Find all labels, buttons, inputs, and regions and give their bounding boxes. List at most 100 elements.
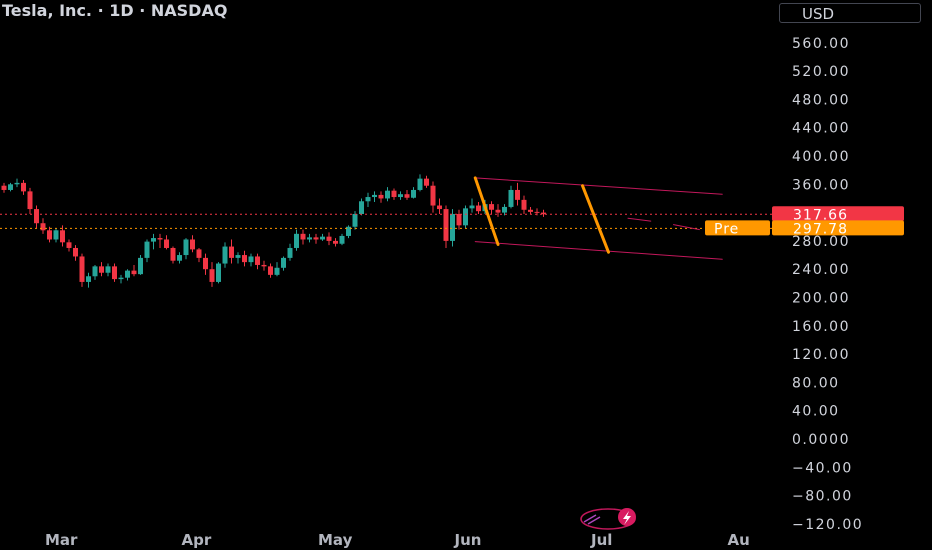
candle-body [430, 185, 436, 206]
logo-speed-lines [583, 514, 601, 525]
candle [164, 235, 169, 250]
candle [281, 256, 286, 271]
symbol-name: Tesla, Inc. [2, 1, 92, 20]
candle-body [157, 238, 163, 240]
x-tick-label: Jun [454, 531, 482, 549]
candle [424, 175, 429, 188]
candle-body [268, 266, 273, 275]
candle [515, 182, 520, 206]
candle [508, 185, 514, 209]
candle-body [437, 205, 442, 210]
candle [365, 192, 371, 207]
candle [378, 191, 384, 203]
candle [99, 262, 104, 277]
candle [40, 218, 46, 234]
symbol-title[interactable]: Tesla, Inc. · 1D · NASDAQ [2, 1, 227, 20]
candle-body [112, 266, 117, 280]
candle-body [463, 208, 468, 226]
candle [521, 195, 527, 215]
candle [170, 246, 176, 264]
candle [86, 272, 91, 288]
interval-label: 1D [109, 1, 134, 20]
candle-body [320, 236, 325, 240]
x-tick-label: May [318, 531, 353, 549]
candle [8, 182, 13, 192]
candle-body [326, 236, 332, 241]
candle [144, 239, 150, 263]
candle [34, 205, 39, 229]
candle-body [300, 233, 306, 240]
candle-body [469, 205, 475, 209]
currency-button[interactable]: USD [779, 3, 921, 23]
candle [14, 178, 20, 188]
candle [294, 229, 299, 251]
y-axis[interactable]: 560.00520.00480.00440.00400.00360.00320.… [792, 36, 863, 533]
candle-body [131, 270, 137, 275]
exchange-label: NASDAQ [150, 1, 228, 20]
candle-body [287, 247, 293, 258]
candle [105, 263, 111, 277]
arrow-line [581, 184, 610, 254]
candle [469, 198, 475, 213]
candle [112, 263, 117, 282]
candle [60, 225, 65, 247]
candle-body [53, 230, 59, 240]
candle-body [372, 194, 377, 198]
candle [430, 181, 436, 213]
candle-body [21, 182, 26, 192]
candle [411, 187, 416, 199]
candle-body [79, 256, 85, 282]
y-tick-label: 480.00 [792, 92, 850, 108]
candle-body [170, 247, 176, 261]
candle [404, 189, 410, 200]
candle [268, 263, 273, 278]
candle [346, 225, 351, 239]
candle-body [313, 237, 319, 240]
candle-body [138, 257, 143, 275]
candle-body [47, 230, 52, 240]
pre-price-text: 297.78 [793, 221, 848, 237]
y-tick-label: 280.00 [792, 234, 850, 250]
candle [391, 188, 397, 200]
candle-body [151, 238, 156, 242]
pre-label-tag [705, 220, 770, 236]
candle [138, 255, 143, 275]
lightning-logo-icon[interactable] [580, 508, 636, 530]
candle [255, 253, 260, 270]
candle-body [378, 194, 384, 199]
candle [541, 209, 546, 217]
candle [437, 198, 442, 215]
x-tick-label: Mar [45, 531, 78, 549]
candle [92, 264, 98, 280]
y-tick-label: 80.00 [792, 375, 840, 391]
candle-body [235, 255, 241, 258]
candle-body [541, 212, 546, 215]
channel-drawing[interactable] [473, 176, 723, 260]
candle-body [34, 209, 39, 224]
candle-body [521, 199, 527, 210]
candle-body [417, 178, 423, 190]
candle [456, 209, 462, 230]
candle-body [294, 233, 299, 248]
candle [1, 182, 7, 193]
candle-body [443, 209, 449, 241]
channel-upper-line [474, 177, 723, 195]
candle [359, 198, 364, 216]
projection-line [627, 217, 652, 222]
x-tick-label: Jul [590, 531, 612, 549]
x-tick-label: Apr [182, 531, 212, 549]
candle [125, 269, 130, 281]
candle-body [495, 209, 501, 213]
x-tick-label: Au [728, 531, 750, 549]
title-separator: · [133, 1, 151, 20]
candle [118, 274, 124, 284]
candle-body [398, 194, 403, 198]
x-axis[interactable]: Mar Apr May Jun Jul Au [45, 531, 750, 549]
candle-body [190, 239, 195, 250]
candle-body [118, 277, 124, 280]
candle [450, 209, 455, 247]
candle-body [508, 189, 514, 207]
candle-body [346, 226, 351, 236]
candle-body [14, 182, 20, 185]
